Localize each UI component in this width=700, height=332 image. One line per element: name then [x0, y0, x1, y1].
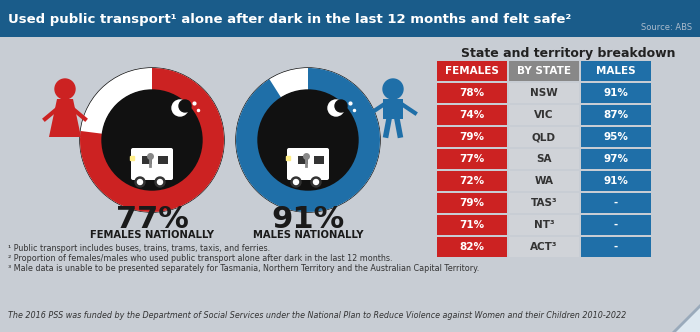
Text: WA: WA: [535, 176, 554, 186]
Text: Source: ABS: Source: ABS: [641, 23, 692, 32]
Wedge shape: [236, 68, 380, 212]
Circle shape: [291, 177, 301, 187]
Text: 78%: 78%: [459, 88, 484, 98]
Polygon shape: [676, 308, 700, 332]
Text: ACT³: ACT³: [531, 242, 558, 252]
Text: SA: SA: [536, 154, 552, 164]
Text: FEMALES NATIONALLY: FEMALES NATIONALLY: [90, 230, 214, 240]
FancyBboxPatch shape: [287, 148, 329, 180]
FancyBboxPatch shape: [509, 149, 579, 169]
Text: -: -: [614, 198, 618, 208]
Text: NSW: NSW: [530, 88, 558, 98]
Text: 91%: 91%: [272, 206, 344, 234]
FancyBboxPatch shape: [581, 105, 651, 125]
Circle shape: [383, 79, 403, 99]
Text: 95%: 95%: [603, 132, 629, 142]
Circle shape: [172, 100, 188, 116]
Text: -: -: [614, 220, 618, 230]
FancyBboxPatch shape: [509, 83, 579, 103]
Text: 79%: 79%: [459, 132, 484, 142]
FancyBboxPatch shape: [581, 83, 651, 103]
FancyBboxPatch shape: [0, 0, 700, 37]
Text: 87%: 87%: [603, 110, 629, 120]
Polygon shape: [672, 304, 700, 332]
Text: 79%: 79%: [459, 198, 484, 208]
Text: 74%: 74%: [459, 110, 484, 120]
FancyBboxPatch shape: [437, 215, 507, 235]
Text: TAS³: TAS³: [531, 198, 557, 208]
Text: 91%: 91%: [603, 176, 629, 186]
FancyBboxPatch shape: [437, 105, 507, 125]
FancyBboxPatch shape: [509, 61, 579, 81]
Wedge shape: [80, 68, 224, 212]
Circle shape: [137, 180, 143, 185]
Wedge shape: [80, 68, 224, 212]
FancyBboxPatch shape: [509, 171, 579, 191]
FancyBboxPatch shape: [131, 148, 173, 180]
FancyBboxPatch shape: [437, 237, 507, 257]
FancyBboxPatch shape: [581, 127, 651, 147]
Text: ² Proportion of females/males who used public transport alone after dark in the : ² Proportion of females/males who used p…: [8, 254, 393, 263]
FancyBboxPatch shape: [437, 193, 507, 213]
FancyBboxPatch shape: [142, 156, 152, 164]
Circle shape: [328, 100, 344, 116]
Text: 77%: 77%: [116, 206, 188, 234]
Text: BY STATE: BY STATE: [517, 66, 571, 76]
Text: 82%: 82%: [459, 242, 484, 252]
Circle shape: [80, 68, 224, 212]
Text: QLD: QLD: [532, 132, 556, 142]
Text: -: -: [614, 242, 618, 252]
Circle shape: [314, 180, 318, 185]
Text: VIC: VIC: [534, 110, 554, 120]
Text: State and territory breakdown: State and territory breakdown: [461, 47, 676, 60]
FancyBboxPatch shape: [509, 215, 579, 235]
FancyBboxPatch shape: [581, 237, 651, 257]
Circle shape: [293, 180, 298, 185]
FancyBboxPatch shape: [437, 83, 507, 103]
Circle shape: [258, 90, 358, 190]
Text: 91%: 91%: [603, 88, 629, 98]
FancyBboxPatch shape: [581, 149, 651, 169]
FancyBboxPatch shape: [509, 127, 579, 147]
FancyBboxPatch shape: [437, 61, 507, 81]
Polygon shape: [49, 99, 81, 137]
FancyBboxPatch shape: [581, 61, 651, 81]
Text: The 2016 PSS was funded by the Department of Social Services under the National : The 2016 PSS was funded by the Departmen…: [8, 311, 626, 320]
Text: Used public transport¹ alone after dark in the last 12 months and felt safe²: Used public transport¹ alone after dark …: [8, 13, 571, 26]
Circle shape: [155, 177, 165, 187]
Text: 71%: 71%: [459, 220, 484, 230]
Text: 72%: 72%: [459, 176, 484, 186]
Circle shape: [102, 90, 202, 190]
Text: NT³: NT³: [533, 220, 554, 230]
Text: FEMALES: FEMALES: [445, 66, 499, 76]
Circle shape: [135, 177, 145, 187]
FancyBboxPatch shape: [509, 193, 579, 213]
Text: MALES: MALES: [596, 66, 636, 76]
Text: 77%: 77%: [459, 154, 484, 164]
FancyBboxPatch shape: [298, 156, 308, 164]
FancyBboxPatch shape: [437, 149, 507, 169]
FancyBboxPatch shape: [509, 105, 579, 125]
FancyBboxPatch shape: [437, 127, 507, 147]
Text: 97%: 97%: [603, 154, 629, 164]
Circle shape: [55, 79, 75, 99]
FancyBboxPatch shape: [581, 215, 651, 235]
Text: ¹ Public transport includes buses, trains, trams, taxis, and ferries.: ¹ Public transport includes buses, train…: [8, 244, 270, 253]
FancyBboxPatch shape: [383, 99, 403, 119]
FancyBboxPatch shape: [581, 193, 651, 213]
FancyBboxPatch shape: [581, 171, 651, 191]
Text: ³ Male data is unable to be presented separately for Tasmania, Northern Territor: ³ Male data is unable to be presented se…: [8, 264, 480, 273]
Circle shape: [335, 100, 347, 112]
Wedge shape: [236, 68, 380, 212]
FancyBboxPatch shape: [509, 237, 579, 257]
FancyBboxPatch shape: [437, 171, 507, 191]
Circle shape: [158, 180, 162, 185]
Circle shape: [236, 68, 380, 212]
Circle shape: [179, 100, 191, 112]
Text: MALES NATIONALLY: MALES NATIONALLY: [253, 230, 363, 240]
Circle shape: [311, 177, 321, 187]
FancyBboxPatch shape: [314, 156, 324, 164]
FancyBboxPatch shape: [158, 156, 168, 164]
